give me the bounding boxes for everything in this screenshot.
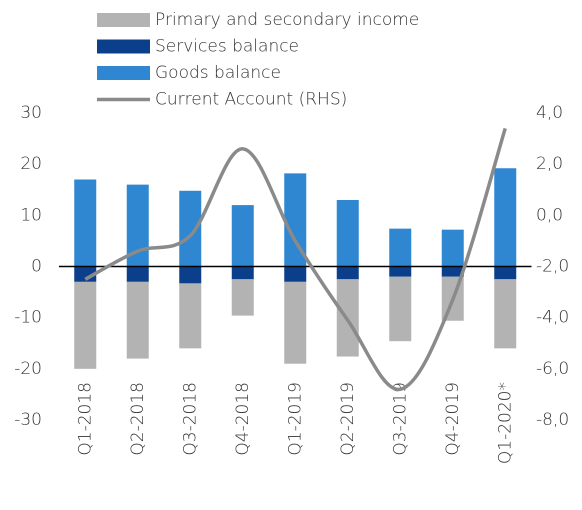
x-tick-label: Q3-2019 xyxy=(390,382,410,456)
bar xyxy=(494,279,517,349)
bar xyxy=(74,281,97,369)
bar xyxy=(494,168,517,267)
bar xyxy=(336,266,359,280)
legend-swatch xyxy=(97,13,150,27)
bar xyxy=(284,173,307,267)
bar xyxy=(179,190,202,267)
legend-label: Goods balance xyxy=(155,63,281,83)
y-tick-label: 10 xyxy=(20,205,42,225)
bar xyxy=(179,266,202,284)
x-tick-label: Q4-2018 xyxy=(233,382,253,456)
bar xyxy=(441,266,464,277)
y-tick-label: 20 xyxy=(20,154,42,174)
bar xyxy=(231,205,254,267)
bar xyxy=(231,279,254,316)
bar xyxy=(389,276,412,342)
y-tick-label: 30 xyxy=(20,103,42,123)
bar xyxy=(389,228,412,267)
y2-tick-label: -6,0 xyxy=(536,359,569,379)
y-tick-label: -20 xyxy=(14,359,42,379)
x-tick-label: Q2-2018 xyxy=(128,382,148,456)
y2-tick-label: 4,0 xyxy=(536,103,563,123)
bar xyxy=(179,283,202,349)
legend-swatch xyxy=(97,39,150,54)
y-tick-label: -30 xyxy=(14,410,42,430)
bar xyxy=(336,199,359,267)
bar xyxy=(126,266,149,282)
x-tick-label: Q1-2018 xyxy=(75,382,95,456)
x-tick-label: Q2-2019 xyxy=(338,382,358,456)
bar xyxy=(389,266,412,277)
y-tick-label: 0 xyxy=(31,257,42,277)
y2-tick-label: -4,0 xyxy=(536,308,569,328)
bar xyxy=(441,229,464,267)
bar xyxy=(126,184,149,267)
y-tick-label: -10 xyxy=(14,308,42,328)
line xyxy=(84,127,507,392)
legend-label: Services balance xyxy=(155,37,299,57)
bar xyxy=(231,266,254,280)
bar xyxy=(126,281,149,359)
y2-tick-label: 0,0 xyxy=(536,205,563,225)
bar xyxy=(284,281,307,364)
x-tick-label: Q3-2018 xyxy=(180,382,200,456)
x-tick-label: Q1-2020* xyxy=(495,382,515,464)
bar xyxy=(494,266,517,280)
legend-swatch xyxy=(97,66,150,80)
bar xyxy=(74,179,97,267)
y2-tick-label: -2,0 xyxy=(536,257,569,277)
y2-tick-label: -8,0 xyxy=(536,410,569,430)
x-tick-label: Q4-2019 xyxy=(443,382,463,456)
x-tick-label: Q1-2019 xyxy=(285,382,305,456)
legend-label: Current Account (RHS) xyxy=(155,90,347,110)
y2-tick-label: 2,0 xyxy=(536,154,563,174)
legend-label: Primary and secondary income xyxy=(155,10,419,30)
bar xyxy=(284,266,307,282)
